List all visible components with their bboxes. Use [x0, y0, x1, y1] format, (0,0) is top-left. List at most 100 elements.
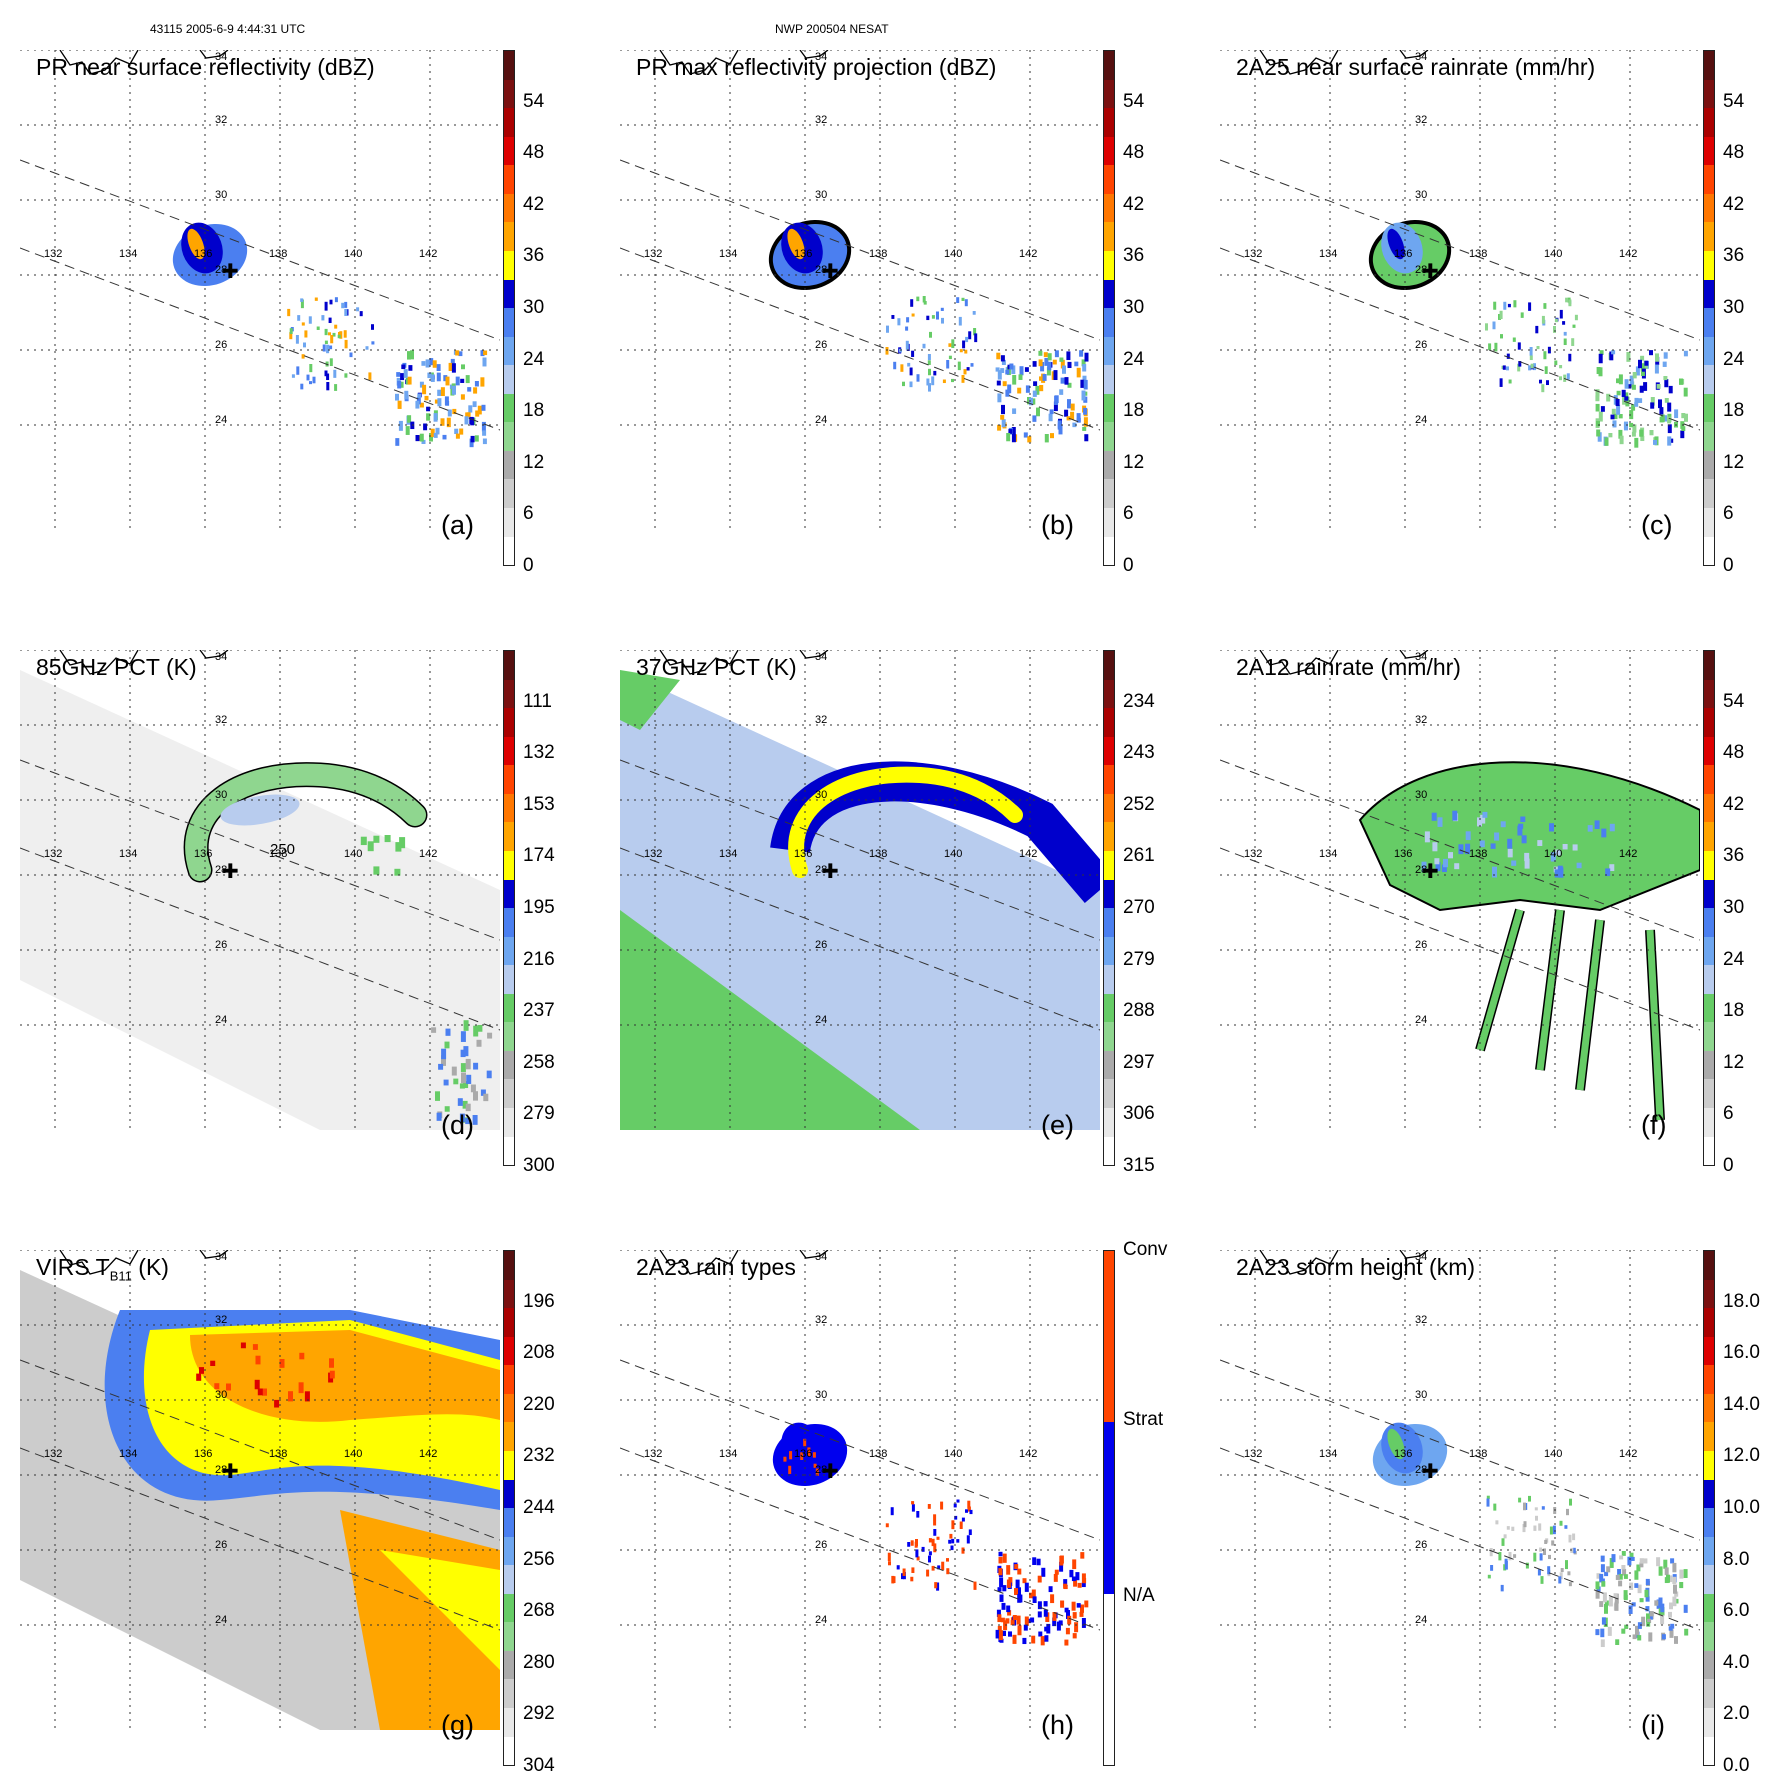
swath-edge-north	[1220, 1359, 1700, 1541]
colorbar-segment	[504, 508, 514, 537]
latitude-label: 34	[815, 51, 827, 63]
colorbar-segment	[1704, 222, 1714, 251]
colorbar-segment	[1104, 965, 1114, 994]
colorbar-tick-label: 279	[523, 1103, 555, 1125]
latitude-label: 32	[815, 1314, 827, 1326]
latitude-label: 32	[215, 714, 227, 726]
colorbar-segment	[1704, 993, 1714, 1023]
latitude-label: 32	[1415, 714, 1427, 726]
colorbar-segment	[1704, 508, 1714, 537]
map-area: 34 32 30 28 26 24 132 134 136 138 140 142 ✚	[1220, 650, 1700, 1130]
colorbar-tick-label: 6	[523, 503, 534, 525]
colorbar-tick-label: 42	[1723, 793, 1745, 815]
colorbar-segment	[1104, 1136, 1114, 1166]
panel-title-text: 2A12 rainrate (mm/hr)	[1236, 654, 1461, 680]
swath-edge-south	[620, 847, 1100, 1031]
coastline	[1259, 50, 1429, 75]
colorbar-segment	[1704, 1593, 1714, 1623]
latitude-label: 34	[215, 51, 227, 63]
colorbar-segment	[1704, 450, 1714, 480]
longitude-label: 136	[794, 1448, 812, 1460]
colorbar-segment	[504, 365, 514, 394]
panel-title-text: 2A23 storm height (km)	[1236, 1254, 1476, 1280]
colorbar-segment	[1104, 1108, 1114, 1137]
colorbar-tick-label: N/A	[1123, 1584, 1155, 1606]
colorbar-segment	[1104, 793, 1114, 823]
colorbar-segment	[1704, 1022, 1714, 1051]
longitude-label: 132	[44, 1448, 62, 1460]
swath-edge-north	[620, 759, 1100, 941]
panel-title: VIRS TB11 (K)	[36, 1254, 169, 1284]
longitude-label: 142	[419, 1448, 437, 1460]
colorbar-tick-label: 234	[1123, 690, 1155, 712]
colorbar-segment	[1104, 765, 1114, 794]
panel-title-text: 85GHz PCT (K)	[36, 654, 197, 680]
colorbar	[1103, 50, 1115, 566]
colorbar-segment	[1704, 1679, 1714, 1708]
colorbar-segment	[1104, 136, 1114, 166]
colorbar-segment	[1104, 679, 1114, 709]
storm-core-peak	[187, 228, 205, 260]
map-area: 34 32 30 28 26 24 132 134 136 138 140 142 250 ✚	[20, 650, 500, 1130]
colorbar-segment	[504, 1279, 514, 1309]
longitude-label: 134	[1319, 1448, 1337, 1460]
storm-center-marker: ✚	[1422, 259, 1439, 283]
latitude-label: 30	[815, 789, 827, 801]
colorbar-segment	[1704, 279, 1714, 309]
rain-band-east	[995, 1551, 1089, 1646]
cold-cloud-tops	[190, 1330, 500, 1422]
colorbar-segment	[1104, 1365, 1114, 1423]
colorbar-segment	[504, 222, 514, 251]
longitude-label: 140	[344, 248, 362, 260]
longitude-label: 140	[344, 1448, 362, 1460]
colorbar-segment	[1704, 250, 1714, 280]
colorbar-segment	[1704, 136, 1714, 166]
colorbar-tick-label: 54	[523, 90, 545, 112]
latitude-label: 34	[815, 651, 827, 663]
swath-edge-north	[620, 1359, 1100, 1541]
longitude-label: 138	[269, 1448, 287, 1460]
storm-center-marker: ✚	[822, 259, 839, 283]
rain-band-mid	[885, 1499, 977, 1591]
latitude-label: 30	[215, 1389, 227, 1401]
colorbar-tick-label: 36	[1723, 245, 1745, 267]
storm-center-marker: ✚	[1422, 1459, 1439, 1483]
colorbar-tick-label: 30	[1723, 297, 1745, 318]
colorbar-segment	[1704, 679, 1714, 709]
longitude-label: 138	[269, 848, 287, 860]
lat-lon-grid	[620, 50, 1100, 530]
colorbar-tick-label: 18.0	[1723, 1290, 1760, 1312]
colorbar-segment	[504, 1251, 514, 1280]
colorbar-segment	[504, 850, 514, 880]
colorbar-segment	[1704, 79, 1714, 109]
swath-edge-south	[1220, 1447, 1700, 1631]
longitude-label: 134	[119, 1448, 137, 1460]
latitude-label: 24	[815, 1014, 827, 1026]
rain-band-east	[395, 350, 488, 448]
colorbar-segment	[1104, 1022, 1114, 1051]
rain-band-mid	[885, 296, 978, 392]
colorbar-segment	[504, 393, 514, 423]
colorbar-segment	[1104, 908, 1114, 937]
colorbar-tick-label: 48	[523, 142, 545, 164]
colorbar-segment	[1104, 165, 1114, 194]
colorbar-segment	[1104, 79, 1114, 109]
colorbar-segment	[504, 108, 514, 137]
panel-f: 2A12 rainrate (mm/hr) 34 32 30 28 26 24 132 134 1…	[1208, 610, 1744, 1176]
latitude-label: 26	[215, 1539, 227, 1551]
coastline	[59, 1250, 229, 1275]
latitude-label: 30	[815, 189, 827, 201]
panel-h: 2A23 rain types 34 32 30 28 26 24 132 134 136 138 1…	[608, 1210, 1167, 1766]
colorbar-tick-label: 0	[1723, 555, 1734, 576]
latitude-label: 32	[1415, 114, 1427, 126]
colorbar-segment	[1704, 51, 1714, 80]
colorbar-tick-label: 14.0	[1723, 1393, 1760, 1415]
colorbar-segment	[504, 250, 514, 280]
colorbar-segment	[1104, 222, 1114, 251]
colorbar-segment	[1704, 879, 1714, 909]
colorbar-tick-label: 42	[1723, 193, 1745, 215]
warm-ocean-region	[620, 910, 920, 1130]
longitude-label: 138	[269, 248, 287, 260]
longitude-label: 134	[719, 1448, 737, 1460]
colorbar-segment	[504, 479, 514, 508]
